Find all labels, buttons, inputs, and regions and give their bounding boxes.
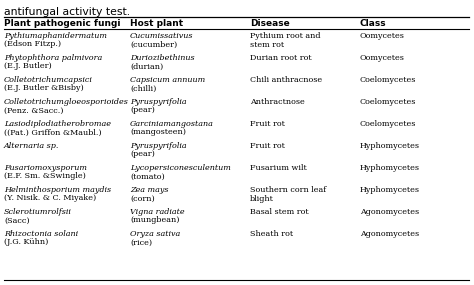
Text: (J.G. Kühn): (J.G. Kühn) <box>4 239 48 247</box>
Text: Pyruspyrifolia: Pyruspyrifolia <box>130 142 187 150</box>
Text: Oomycetes: Oomycetes <box>360 54 405 62</box>
Text: Phytophthora palmivora: Phytophthora palmivora <box>4 54 102 62</box>
Text: Duriozibethinus: Duriozibethinus <box>130 54 195 62</box>
Text: Anthractnose: Anthractnose <box>250 98 305 106</box>
Text: (chilli): (chilli) <box>130 84 156 93</box>
Text: (tomato): (tomato) <box>130 172 165 180</box>
Text: Pythium root and
stem rot: Pythium root and stem rot <box>250 32 320 49</box>
Text: (durian): (durian) <box>130 62 163 70</box>
Text: Capsicum annuum: Capsicum annuum <box>130 76 205 84</box>
Text: (cucumber): (cucumber) <box>130 40 177 48</box>
Text: (rice): (rice) <box>130 239 152 247</box>
Text: Chili anthracnose: Chili anthracnose <box>250 76 322 84</box>
Text: Host plant: Host plant <box>130 19 183 28</box>
Text: (E.F. Sm. &Swingle): (E.F. Sm. &Swingle) <box>4 172 86 180</box>
Text: Fusariomoxysporum: Fusariomoxysporum <box>4 164 87 172</box>
Text: Cucumissativus: Cucumissativus <box>130 32 193 40</box>
Text: Helminthosporium maydis: Helminthosporium maydis <box>4 186 111 194</box>
Text: (pear): (pear) <box>130 150 155 158</box>
Text: (mangosteen): (mangosteen) <box>130 129 186 137</box>
Text: Colletotrichumcapsici: Colletotrichumcapsici <box>4 76 93 84</box>
Text: Rhizoctonia solani: Rhizoctonia solani <box>4 230 78 238</box>
Text: Durian root rot: Durian root rot <box>250 54 311 62</box>
Text: Southern corn leaf
blight: Southern corn leaf blight <box>250 186 326 203</box>
Text: (pear): (pear) <box>130 107 155 115</box>
Text: Basal stem rot: Basal stem rot <box>250 208 309 216</box>
Text: Sheath rot: Sheath rot <box>250 230 293 238</box>
Text: Lasiodiplodiatherobromae: Lasiodiplodiatherobromae <box>4 120 111 128</box>
Text: (Edson Fitzp.): (Edson Fitzp.) <box>4 40 61 48</box>
Text: Fruit rot: Fruit rot <box>250 142 285 150</box>
Text: (corn): (corn) <box>130 194 155 203</box>
Text: Garciniamangostana: Garciniamangostana <box>130 120 214 128</box>
Text: (E.J. Butler): (E.J. Butler) <box>4 62 52 70</box>
Text: Coelomycetes: Coelomycetes <box>360 76 416 84</box>
Text: (mungbean): (mungbean) <box>130 217 180 225</box>
Text: Oomycetes: Oomycetes <box>360 32 405 40</box>
Text: antifungal activity test.: antifungal activity test. <box>4 7 130 17</box>
Text: Vigna radiate: Vigna radiate <box>130 208 185 216</box>
Text: Hyphomycetes: Hyphomycetes <box>360 186 420 194</box>
Text: Class: Class <box>360 19 387 28</box>
Text: Coelomycetes: Coelomycetes <box>360 98 416 106</box>
Text: Fusarium wilt: Fusarium wilt <box>250 164 307 172</box>
Text: Agonomycetes: Agonomycetes <box>360 208 419 216</box>
Text: (Y. Nisik. & C. Miyake): (Y. Nisik. & C. Miyake) <box>4 194 96 203</box>
Text: (Sacc): (Sacc) <box>4 217 29 225</box>
Text: Fruit rot: Fruit rot <box>250 120 285 128</box>
Text: Zea mays: Zea mays <box>130 186 168 194</box>
Text: Colletotrichumgloeosporioides: Colletotrichumgloeosporioides <box>4 98 129 106</box>
Text: (E.J. Butler &Bisby): (E.J. Butler &Bisby) <box>4 84 84 93</box>
Text: Agonomycetes: Agonomycetes <box>360 230 419 238</box>
Text: Disease: Disease <box>250 19 290 28</box>
Text: Sclerotiumrolfsii: Sclerotiumrolfsii <box>4 208 72 216</box>
Text: Coelomycetes: Coelomycetes <box>360 120 416 128</box>
Text: Plant pathogenic fungi: Plant pathogenic fungi <box>4 19 120 28</box>
Text: Lycopersiconesculentum: Lycopersiconesculentum <box>130 164 231 172</box>
Text: Hyphomycetes: Hyphomycetes <box>360 164 420 172</box>
Text: (Penz. &Sacc.): (Penz. &Sacc.) <box>4 107 64 115</box>
Text: Pyruspyrifolia: Pyruspyrifolia <box>130 98 187 106</box>
Text: Alternaria sp.: Alternaria sp. <box>4 142 59 150</box>
Text: ((Pat.) Griffon &Maubl.): ((Pat.) Griffon &Maubl.) <box>4 129 101 137</box>
Text: Hyphomycetes: Hyphomycetes <box>360 142 420 150</box>
Text: Oryza sativa: Oryza sativa <box>130 230 180 238</box>
Text: Pythiumaphanidermatum: Pythiumaphanidermatum <box>4 32 107 40</box>
